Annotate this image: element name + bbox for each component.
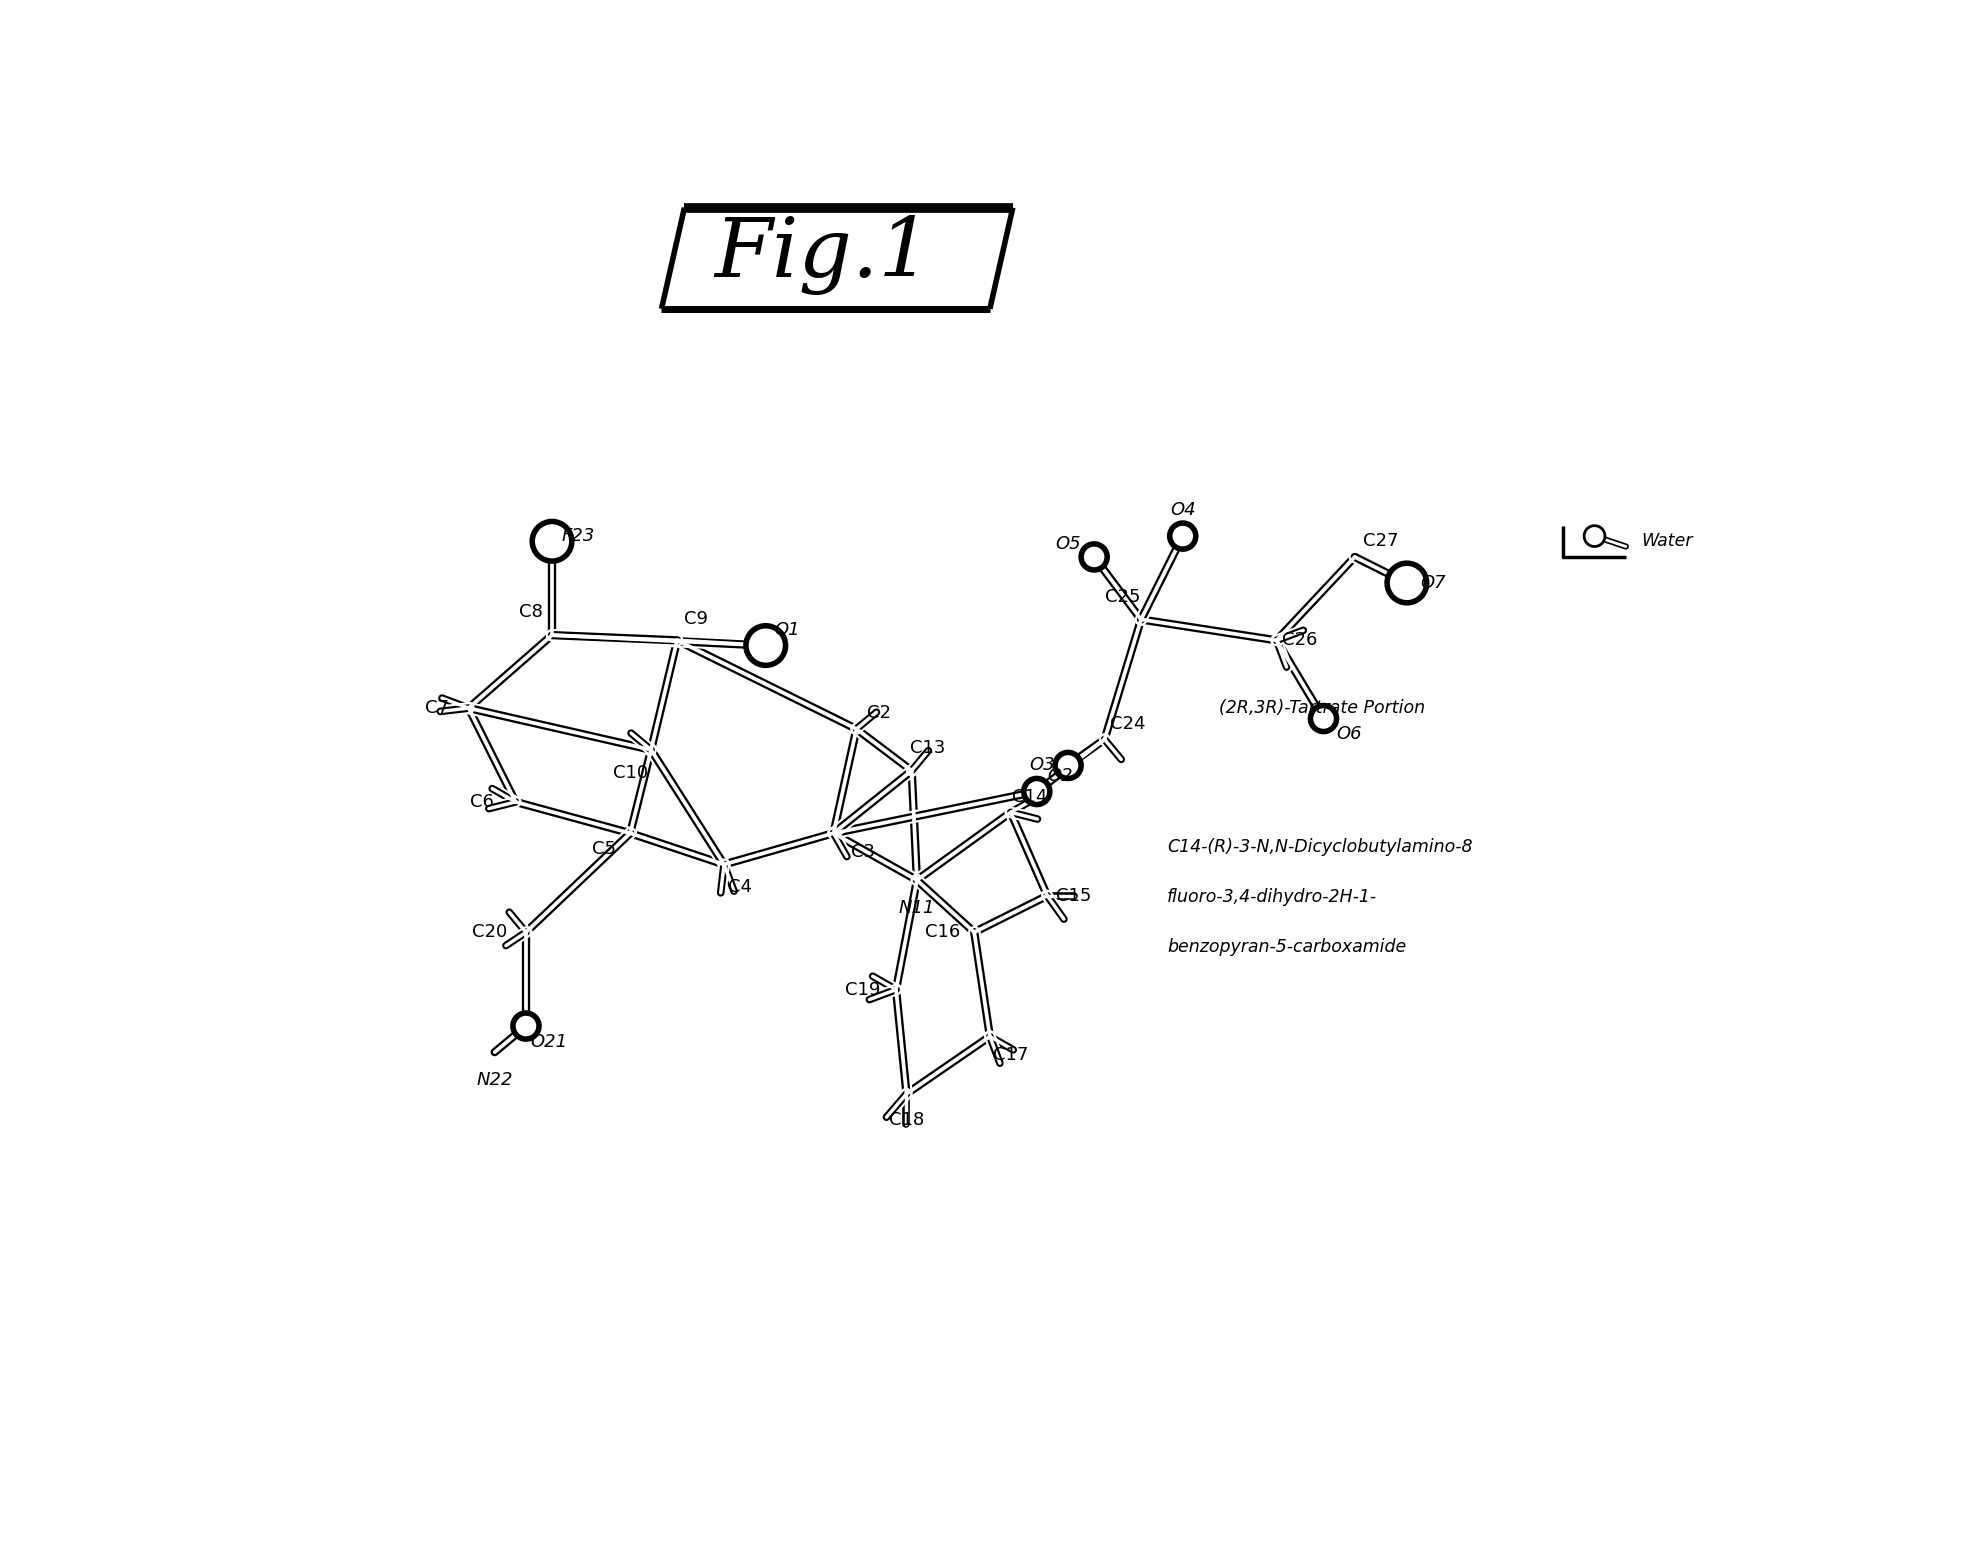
Circle shape [1022,777,1052,805]
Text: F23: F23 [561,528,594,545]
Circle shape [1309,704,1338,733]
Text: C19: C19 [846,981,881,998]
Text: O21: O21 [530,1032,567,1051]
Circle shape [1024,780,1050,803]
Text: C5: C5 [593,839,616,858]
Text: N11: N11 [899,900,936,917]
Circle shape [514,1014,538,1039]
Text: C6: C6 [471,793,494,811]
Circle shape [1311,707,1336,730]
Text: C14: C14 [1012,788,1048,805]
Text: C25: C25 [1105,587,1140,606]
Text: O5: O5 [1056,536,1081,553]
Text: C16: C16 [926,923,961,942]
Text: C15: C15 [1056,887,1091,905]
Text: C24: C24 [1110,715,1146,733]
Text: C17: C17 [993,1046,1028,1065]
Text: O3: O3 [1030,757,1056,774]
Circle shape [512,1012,540,1040]
Text: C20: C20 [471,923,506,942]
Text: C9: C9 [685,610,708,629]
Text: C7: C7 [426,699,449,718]
Text: Fig.1: Fig.1 [714,215,932,294]
Text: C3: C3 [852,842,875,861]
Text: C26: C26 [1281,631,1317,649]
Text: C2: C2 [867,704,891,722]
Text: O7: O7 [1420,575,1446,592]
Circle shape [1389,564,1426,601]
Text: C8: C8 [520,603,543,621]
Circle shape [746,624,787,666]
Text: benzopyran-5-carboxamide: benzopyran-5-carboxamide [1167,939,1407,956]
Circle shape [532,520,573,562]
Text: O1: O1 [773,621,799,638]
Text: C4: C4 [728,878,751,897]
Text: O6: O6 [1336,726,1362,743]
Circle shape [1054,752,1083,780]
Circle shape [1171,525,1195,548]
Circle shape [1079,543,1109,571]
Text: C13: C13 [910,738,946,757]
Text: (2R,3R)-Tartrate Portion: (2R,3R)-Tartrate Portion [1218,699,1424,718]
Text: O2: O2 [1048,768,1073,785]
Circle shape [1169,522,1197,550]
Text: C18: C18 [889,1110,924,1129]
Circle shape [1056,754,1079,777]
Text: C27: C27 [1364,532,1399,550]
Text: C10: C10 [612,764,647,782]
Text: C14-(R)-3-N,N-Dicyclobutylamino-8: C14-(R)-3-N,N-Dicyclobutylamino-8 [1167,838,1473,856]
Circle shape [1385,562,1428,604]
Circle shape [1083,545,1107,568]
Circle shape [748,627,785,665]
Circle shape [1583,526,1605,547]
Text: O4: O4 [1169,501,1195,518]
Text: Water: Water [1642,532,1693,550]
Circle shape [534,523,571,561]
Text: fluoro-3,4-dihydro-2H-1-: fluoro-3,4-dihydro-2H-1- [1167,889,1377,906]
Text: N22: N22 [477,1071,512,1090]
